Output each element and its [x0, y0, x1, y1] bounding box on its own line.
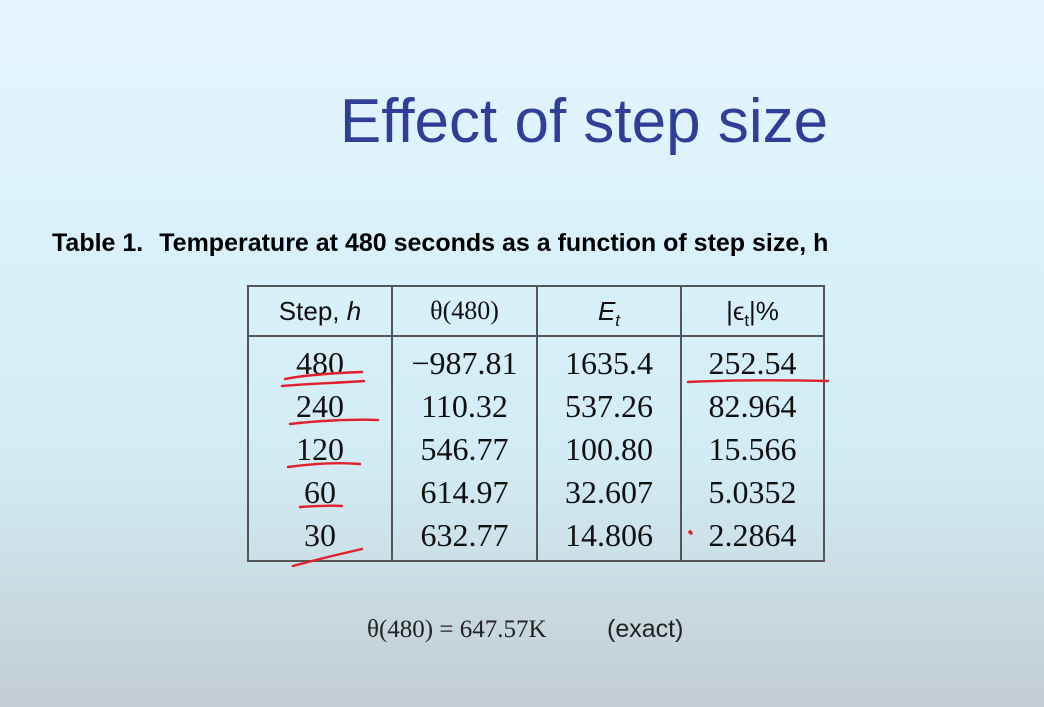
header-error-sub: t	[744, 311, 750, 331]
cell-et: 14.806	[565, 517, 653, 553]
table-caption: Table 1. Temperature at 480 seconds as a …	[52, 229, 828, 258]
header-step-label: Step,	[278, 296, 347, 326]
cell-step: 120	[296, 431, 344, 467]
header-step: Step, h	[249, 287, 391, 335]
column-divider	[680, 287, 682, 560]
slide-title: Effect of step size	[339, 87, 829, 156]
cell-step: 30	[304, 517, 336, 553]
cell-theta: 614.97	[420, 474, 509, 510]
header-et-main: E	[597, 296, 616, 326]
cell-error: 252.54	[708, 345, 797, 381]
cell-theta: 110.32	[421, 388, 508, 424]
cell-step: 60	[304, 474, 336, 510]
header-error: |ϵt|%	[682, 287, 823, 335]
cell-theta: 632.77	[420, 517, 509, 553]
cell-et: 1635.4	[565, 345, 653, 381]
cell-theta: −987.81	[411, 345, 518, 381]
column-divider	[536, 287, 538, 560]
data-table: Step, h θ(480) Et |ϵt|% 480 −987.81 1635…	[247, 285, 825, 562]
caption-number: Table 1.	[52, 229, 144, 257]
header-et: Et	[538, 287, 680, 335]
cell-step: 240	[296, 388, 344, 424]
cell-et: 100.80	[565, 431, 653, 467]
column-divider	[391, 287, 393, 560]
cell-error: 2.2864	[708, 517, 797, 553]
exact-formula: θ(480) = 647.57K	[367, 616, 547, 643]
header-error-open: |ϵ	[726, 296, 745, 326]
cell-et: 32.607	[565, 474, 653, 510]
cell-error: 15.566	[708, 431, 797, 467]
exact-note: (exact)	[607, 615, 684, 643]
cell-error: 82.964	[708, 388, 797, 424]
cell-theta: 546.77	[420, 431, 509, 467]
cell-step: 480	[296, 345, 344, 381]
header-step-var: h	[346, 296, 362, 326]
caption-text: Temperature at 480 seconds as a function…	[159, 229, 829, 257]
cell-et: 537.26	[565, 388, 653, 424]
header-theta: θ(480)	[430, 296, 499, 325]
header-et-sub: t	[615, 311, 621, 331]
cell-error: 5.0352	[708, 474, 797, 510]
header-error-close: |%	[749, 296, 779, 326]
